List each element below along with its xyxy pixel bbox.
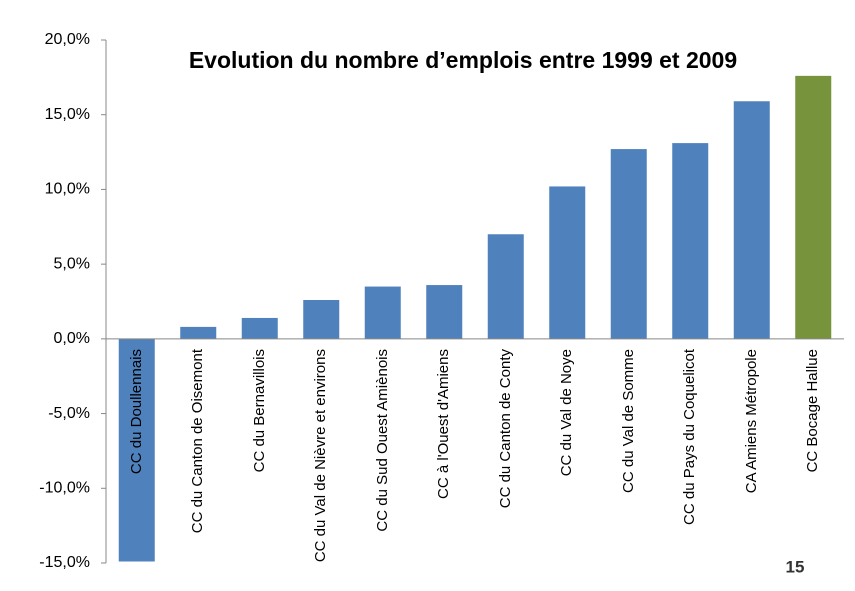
y-tick-label: 0,0% (54, 330, 90, 347)
bar (426, 285, 463, 339)
y-tick-label: 10,0% (45, 181, 90, 198)
bar (733, 101, 770, 339)
page-number: 15 (786, 557, 805, 576)
x-tick-label: CC du Sud Ouest Amiènois (373, 348, 391, 532)
y-tick-label: -5,0% (48, 405, 90, 422)
x-tick-label: CA Amiens Métropole (742, 348, 760, 494)
bar (487, 234, 524, 339)
x-tick-label: CC du Val de Somme (619, 348, 637, 493)
bar (610, 149, 647, 339)
bar (364, 286, 401, 339)
x-tick-label: CC du Bernavillois (250, 348, 268, 473)
bar (549, 186, 586, 339)
bar (180, 326, 217, 339)
bar (303, 300, 340, 339)
x-tick-label: CC à l'Ouest d'Amiens (435, 348, 453, 499)
x-tick-label: CC du Val de Nièvre et environs (312, 348, 330, 563)
x-tick-label: CC du Doullennais (127, 348, 145, 474)
x-tick-label: CC du Val de Noye (558, 348, 576, 477)
x-tick-label: CC du Pays du Coquelicot (681, 348, 699, 525)
y-tick-label: 15,0% (45, 106, 90, 123)
bar (118, 338, 155, 562)
bar (795, 75, 832, 339)
y-tick-label: -10,0% (39, 480, 90, 497)
x-tick-label: CC du Canton de Oisemont (189, 348, 207, 534)
bar (672, 143, 709, 339)
y-tick-label: 20,0% (45, 31, 90, 48)
chart-title: Evolution du nombre d’emplois entre 1999… (189, 47, 737, 73)
y-tick-label: -15,0% (39, 554, 90, 571)
bar (241, 317, 278, 339)
x-tick-label: CC Bocage Hallue (804, 348, 822, 473)
y-tick-label: 5,0% (54, 255, 90, 272)
x-tick-label: CC du Canton de Conty (496, 348, 514, 509)
